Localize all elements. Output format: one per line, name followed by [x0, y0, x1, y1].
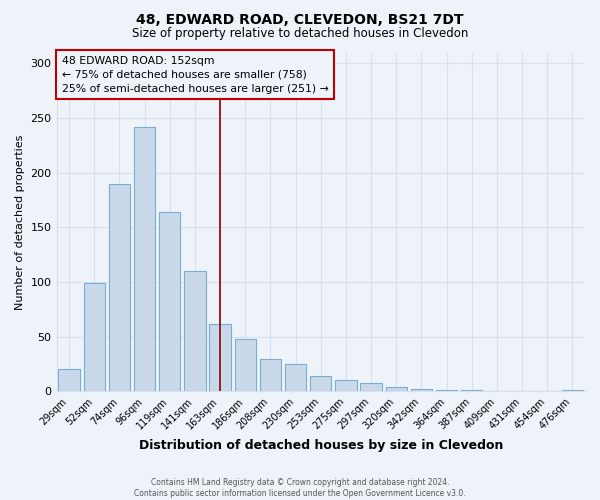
Text: Contains HM Land Registry data © Crown copyright and database right 2024.
Contai: Contains HM Land Registry data © Crown c…	[134, 478, 466, 498]
Bar	[461, 390, 482, 392]
Bar	[386, 387, 407, 392]
X-axis label: Distribution of detached houses by size in Clevedon: Distribution of detached houses by size …	[139, 440, 503, 452]
Bar	[361, 382, 382, 392]
Text: Size of property relative to detached houses in Clevedon: Size of property relative to detached ho…	[132, 28, 468, 40]
Bar	[58, 370, 80, 392]
Bar	[310, 376, 331, 392]
Text: 48, EDWARD ROAD, CLEVEDON, BS21 7DT: 48, EDWARD ROAD, CLEVEDON, BS21 7DT	[136, 12, 464, 26]
Bar	[260, 358, 281, 392]
Bar	[209, 324, 231, 392]
Bar	[184, 271, 206, 392]
Bar	[159, 212, 181, 392]
Bar	[436, 390, 457, 392]
Bar	[235, 339, 256, 392]
Text: 48 EDWARD ROAD: 152sqm
← 75% of detached houses are smaller (758)
25% of semi-de: 48 EDWARD ROAD: 152sqm ← 75% of detached…	[62, 56, 329, 94]
Y-axis label: Number of detached properties: Number of detached properties	[15, 134, 25, 310]
Bar	[411, 389, 432, 392]
Bar	[83, 283, 105, 392]
Bar	[134, 127, 155, 392]
Bar	[562, 390, 583, 392]
Bar	[335, 380, 356, 392]
Bar	[285, 364, 307, 392]
Bar	[109, 184, 130, 392]
